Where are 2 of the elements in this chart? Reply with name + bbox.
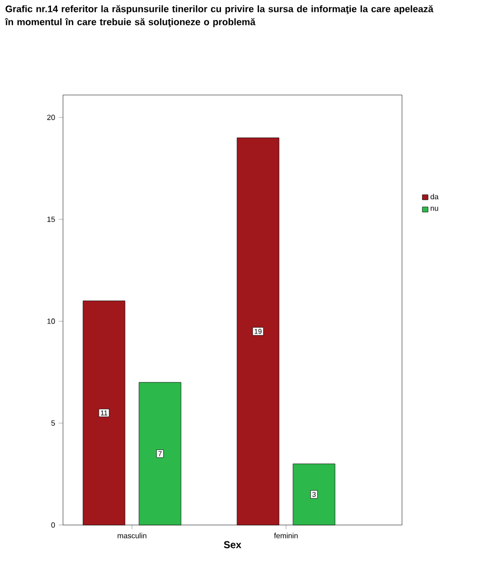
- x-axis-title: Sex: [224, 541, 242, 548]
- chart-title: Grafic nr.14 referitor la răspunsurile tinerilor cu privire la sursa de informaţie la care apelează în momentul în care trebuie să soluţioneze o problemă: [4, 5, 434, 28]
